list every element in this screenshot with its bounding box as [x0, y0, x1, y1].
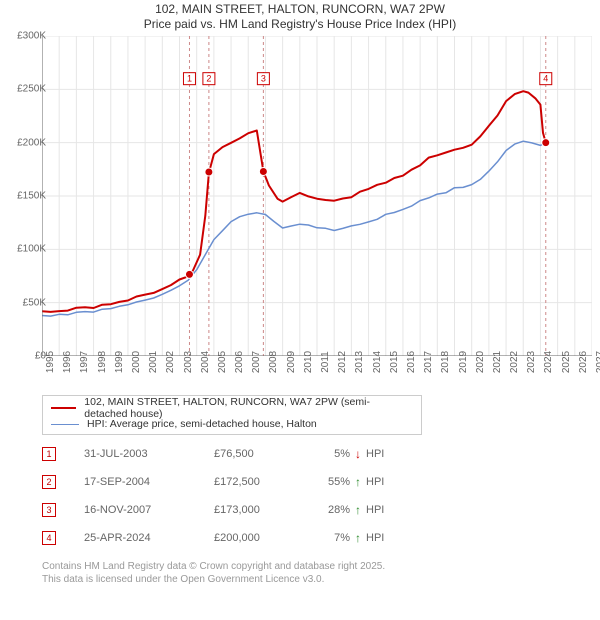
y-tick-label: £150K [17, 191, 46, 202]
sale-row: 4 25-APR-2024£200,0007%↑HPI [42, 524, 542, 552]
x-tick-label: 2001 [148, 351, 159, 373]
y-tick-label: £200K [17, 137, 46, 148]
footnote: Contains HM Land Registry data © Crown c… [42, 560, 592, 586]
x-tick-label: 2025 [561, 351, 572, 373]
x-tick-label: 2011 [320, 351, 331, 373]
x-tick-label: 2016 [406, 351, 417, 373]
sale-row: 1 31-JUL-2003£76,5005%↓HPI [42, 440, 542, 468]
arrow-up-icon: ↑ [350, 475, 366, 489]
x-tick-label: 1996 [62, 351, 73, 373]
x-tick-label: 2018 [440, 351, 451, 373]
x-tick-label: 2027 [595, 351, 600, 373]
title-line-1: 102, MAIN STREET, HALTON, RUNCORN, WA7 2… [0, 2, 600, 17]
legend-swatch [51, 407, 76, 409]
legend-swatch [51, 424, 79, 425]
x-tick-label: 2023 [526, 351, 537, 373]
sale-date: 31-JUL-2003 [84, 448, 214, 460]
y-tick-label: £250K [17, 84, 46, 95]
y-tick-label: £300K [17, 31, 46, 42]
sale-pct: 28% [314, 504, 350, 516]
sale-suffix: HPI [366, 476, 384, 488]
chart-title-block: 102, MAIN STREET, HALTON, RUNCORN, WA7 2… [0, 2, 600, 32]
y-tick-label: £50K [23, 297, 46, 308]
sale-price: £76,500 [214, 448, 314, 460]
x-tick-label: 2002 [165, 351, 176, 373]
sale-pct: 5% [314, 448, 350, 460]
x-tick-label: 2013 [354, 351, 365, 373]
arrow-up-icon: ↑ [350, 503, 366, 517]
footnote-line-2: This data is licensed under the Open Gov… [42, 573, 592, 586]
x-tick-label: 2015 [389, 351, 400, 373]
arrow-up-icon: ↑ [350, 531, 366, 545]
sale-marker: 4 [42, 531, 56, 545]
sale-suffix: HPI [366, 532, 384, 544]
y-tick-label: £100K [17, 244, 46, 255]
sale-price: £172,500 [214, 476, 314, 488]
x-tick-label: 1995 [45, 351, 56, 373]
sale-row: 3 16-NOV-2007£173,00028%↑HPI [42, 496, 542, 524]
x-tick-label: 2017 [423, 351, 434, 373]
x-tick-label: 2014 [372, 351, 383, 373]
x-tick-label: 2022 [509, 351, 520, 373]
x-tick-label: 2009 [286, 351, 297, 373]
price-chart: 1 2 3 4 [42, 36, 592, 356]
svg-text:1: 1 [187, 74, 192, 84]
x-tick-label: 2026 [578, 351, 589, 373]
sale-suffix: HPI [366, 504, 384, 516]
sale-pct: 55% [314, 476, 350, 488]
x-tick-label: 2010 [303, 351, 314, 373]
x-tick-label: 2000 [131, 351, 142, 373]
x-tick-label: 1999 [114, 351, 125, 373]
sale-date: 17-SEP-2004 [84, 476, 214, 488]
x-tick-label: 2007 [251, 351, 262, 373]
x-tick-label: 2019 [458, 351, 469, 373]
x-tick-label: 2005 [217, 351, 228, 373]
sale-marker: 2 [42, 475, 56, 489]
sale-pct: 7% [314, 532, 350, 544]
legend: 102, MAIN STREET, HALTON, RUNCORN, WA7 2… [42, 395, 422, 435]
arrow-down-icon: ↓ [350, 447, 366, 461]
svg-text:2: 2 [206, 74, 211, 84]
x-tick-label: 2006 [234, 351, 245, 373]
sale-price: £200,000 [214, 532, 314, 544]
sale-marker: 3 [42, 503, 56, 517]
x-tick-label: 2012 [337, 351, 348, 373]
x-tick-label: 2021 [492, 351, 503, 373]
x-tick-label: 2020 [475, 351, 486, 373]
x-tick-label: 1998 [97, 351, 108, 373]
legend-label: 102, MAIN STREET, HALTON, RUNCORN, WA7 2… [84, 396, 413, 420]
x-tick-label: 2008 [268, 351, 279, 373]
sales-table: 131-JUL-2003£76,5005%↓HPI217-SEP-2004£17… [42, 440, 542, 552]
legend-item: 102, MAIN STREET, HALTON, RUNCORN, WA7 2… [51, 400, 413, 416]
svg-text:3: 3 [261, 74, 266, 84]
title-line-2: Price paid vs. HM Land Registry's House … [0, 17, 600, 32]
sale-marker: 1 [42, 447, 56, 461]
svg-text:4: 4 [543, 74, 548, 84]
x-tick-label: 1997 [79, 351, 90, 373]
x-tick-label: 2024 [543, 351, 554, 373]
sale-price: £173,000 [214, 504, 314, 516]
x-tick-label: 2003 [183, 351, 194, 373]
sale-date: 16-NOV-2007 [84, 504, 214, 516]
sale-suffix: HPI [366, 448, 384, 460]
footnote-line-1: Contains HM Land Registry data © Crown c… [42, 560, 592, 573]
sale-row: 2 17-SEP-2004£172,50055%↑HPI [42, 468, 542, 496]
legend-label: HPI: Average price, semi-detached house,… [87, 418, 317, 430]
x-tick-label: 2004 [200, 351, 211, 373]
sale-date: 25-APR-2024 [84, 532, 214, 544]
